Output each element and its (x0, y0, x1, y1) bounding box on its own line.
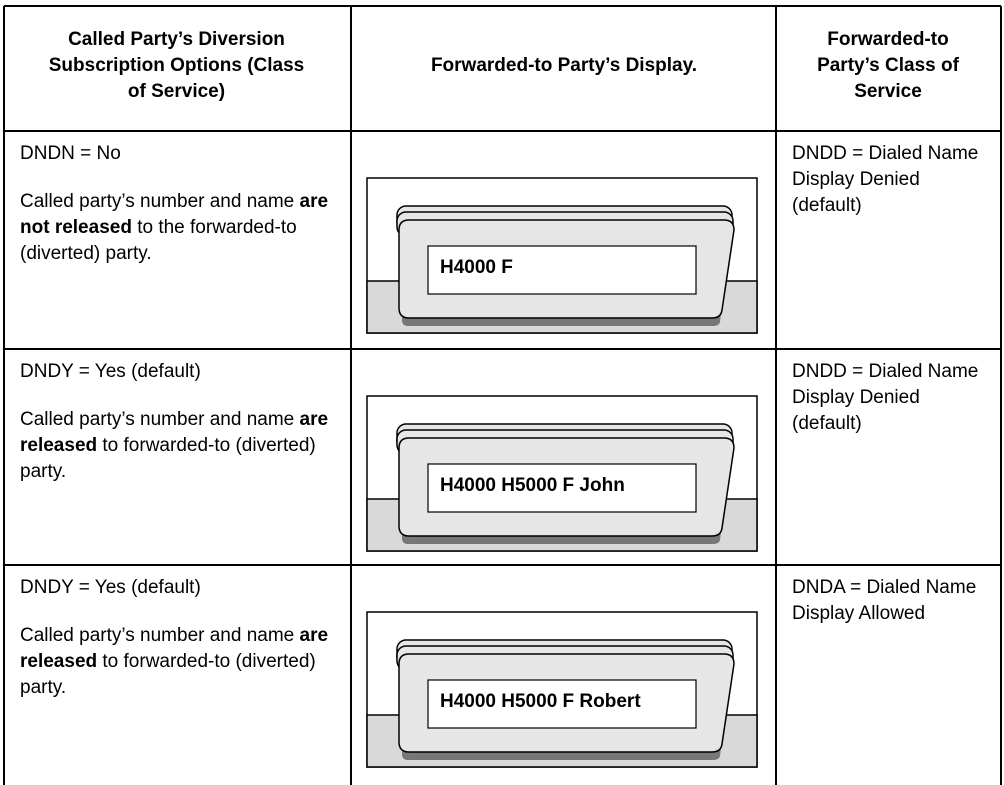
display-text: H4000 H5000 F John (440, 475, 625, 496)
option: DNDY = Yes (default) (20, 577, 201, 598)
header-cell: Forwarded-to Party’s Class of Service (817, 29, 959, 102)
description-segment: are not released (20, 191, 329, 238)
display-screen (427, 679, 697, 729)
class-of-service: DNDA = Dialed Name Display Allowed (792, 577, 977, 624)
display-text: H4000 H5000 F Robert (440, 691, 641, 712)
description: Called party’s number and name are relea… (20, 407, 335, 485)
display-text: H4000 F (440, 257, 513, 278)
phone-display: H4000 H5000 F Robert (366, 611, 758, 768)
description-segment: are released (20, 409, 329, 456)
description: Called party’s number and name are not r… (20, 189, 335, 267)
display-screen (427, 245, 697, 295)
description-segment: to forwarded-to (diverted) party. (20, 435, 316, 482)
display-screen (427, 463, 697, 513)
class-of-service: DNDD = Dialed Name Display Denied (defau… (792, 361, 979, 434)
description-segment: Called party’s number and name (20, 409, 300, 430)
phone-display: H4000 H5000 F John (366, 395, 758, 552)
option: DNDY = Yes (default) (20, 361, 201, 382)
description-segment: Called party’s number and name (20, 191, 300, 212)
phone-display: H4000 F (366, 177, 758, 334)
option: DNDN = No (20, 143, 121, 164)
class-of-service: DNDD = Dialed Name Display Denied (defau… (792, 143, 979, 216)
description: Called party’s number and name are relea… (20, 623, 335, 701)
header-cell: Called Party’s Diversion Subscription Op… (48, 29, 305, 102)
option-cell: DNDY = Yes (default) Called party’s numbe… (20, 359, 335, 485)
option-cell: DNDY = Yes (default) Called party’s numbe… (20, 575, 335, 701)
option-cell: DNDN = No Called party’s number and name … (20, 141, 335, 267)
header-cell: Forwarded-to Party’s Display. (430, 55, 698, 76)
description-segment: to the forwarded-to (diverted) party. (20, 217, 297, 264)
description-segment: Called party’s number and name (20, 625, 300, 646)
description-segment: to forwarded-to (diverted) party. (20, 651, 316, 698)
description-segment: are released (20, 625, 329, 672)
grid (3, 5, 1002, 785)
